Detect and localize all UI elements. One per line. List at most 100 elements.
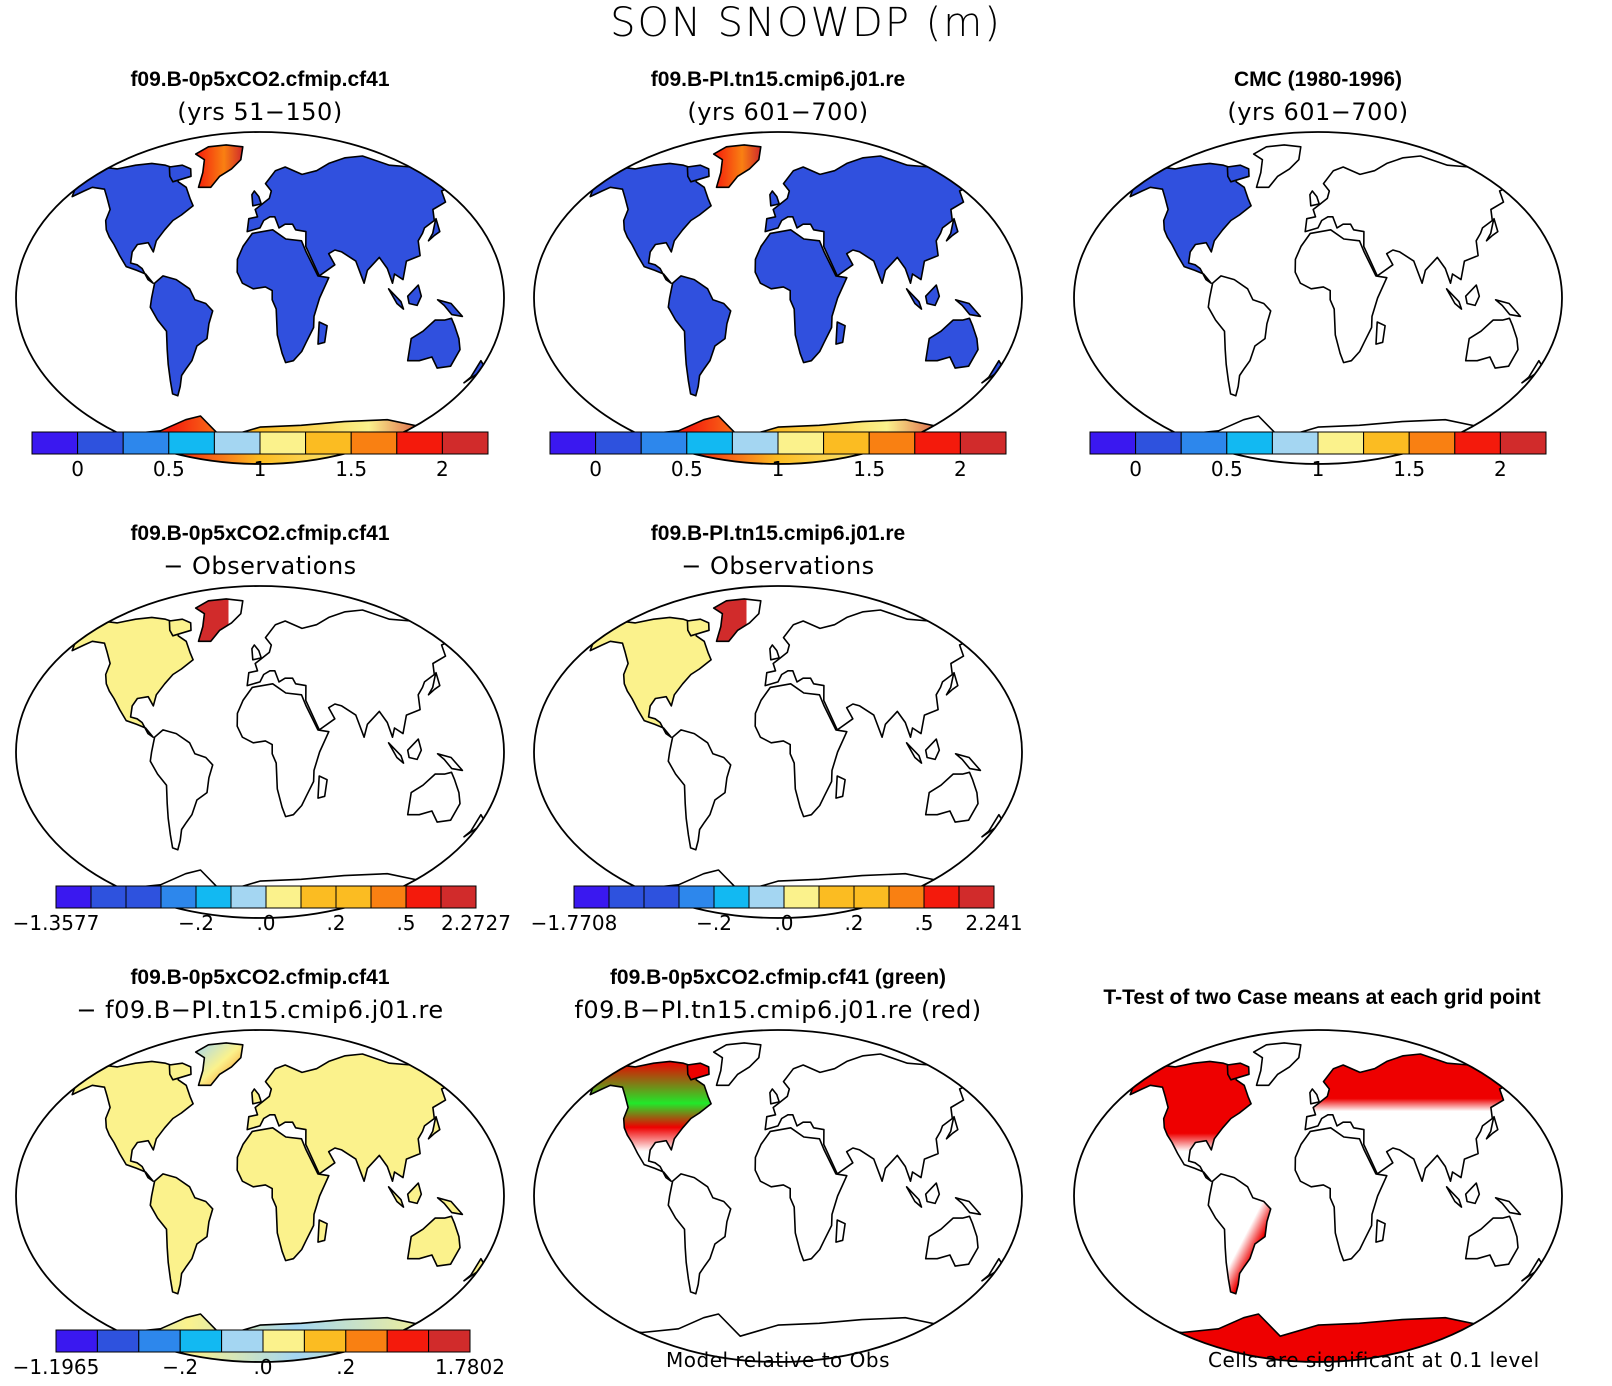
colorbar-swatch (303, 1329, 347, 1353)
colorbar-swatch (345, 1329, 388, 1353)
panel-subtitle: f09.B−PI.tn15.cmip6.j01.re (red) (574, 996, 982, 1024)
continent-uk (769, 1088, 780, 1105)
map-border (15, 585, 505, 919)
continent-sumatra (1445, 288, 1463, 310)
continent-eurasia (764, 1053, 970, 1182)
continent-greenland (194, 144, 244, 189)
continent-eurasia (1304, 1053, 1510, 1182)
colorbar-swatch (1408, 431, 1456, 455)
colorbar-tick-label: −.2 (162, 1355, 198, 1378)
continent-africa (236, 683, 330, 818)
continent-greenland (712, 1042, 762, 1087)
panel-diff-obs-2: f09.B-PI.tn15.cmip6.j01.re − Observation… (528, 522, 1028, 942)
continent-samerica (667, 1173, 732, 1295)
continent-ngu (954, 1197, 982, 1216)
continent-samerica (1207, 275, 1272, 397)
colorbar-swatch (195, 885, 232, 909)
continent-nz (463, 1257, 487, 1282)
continent-eurasia (246, 155, 452, 284)
continent-australia (1464, 317, 1519, 369)
colorbar-swatch (783, 885, 820, 909)
colorbar-swatch (686, 431, 733, 455)
continent-eurasia (764, 155, 970, 284)
continent-greenland (194, 598, 244, 643)
colorbar-tick-label: −.2 (696, 911, 732, 934)
continent-australia (924, 317, 979, 369)
map-border (15, 131, 505, 465)
continent-australia (1464, 1215, 1519, 1267)
map-border (1073, 1029, 1563, 1363)
continent-madagascar (1375, 1219, 1386, 1243)
colorbar-swatch (608, 885, 645, 909)
colorbar-tick-label: 0.5 (1211, 457, 1243, 480)
colorbar-swatch (265, 885, 302, 909)
colorbar-tick-label: 0 (589, 457, 602, 480)
continent-japan (945, 671, 959, 696)
continent-uk (251, 190, 262, 207)
colorbar-tick-label: 2.2727 (441, 911, 511, 934)
colorbar-swatch (595, 431, 642, 455)
continent-samerica (149, 1173, 214, 1295)
continent-japan (1485, 217, 1499, 242)
panel-subtitle: (yrs 51−150) (177, 98, 343, 126)
colorbar: −1.3577 −.2 .0 .2 .5 2.2727 (13, 885, 511, 934)
colorbar-tick-label: 0 (71, 457, 84, 480)
colorbar-swatch (350, 431, 398, 455)
continent-eurasia (246, 1053, 452, 1182)
continent-japan (427, 217, 441, 242)
colorbar-swatch (731, 431, 779, 455)
continent-africa (754, 229, 848, 364)
continent-japan (427, 1115, 441, 1140)
continent-australia (406, 771, 461, 823)
continent-samerica (1207, 1173, 1272, 1295)
panel-diff-case: f09.B-0p5xCO2.cfmip.cf41 − f09.B−PI.tn15… (10, 966, 510, 1386)
colorbar-tick-label: 2 (1494, 457, 1507, 480)
colorbar-tick-label: .5 (914, 911, 933, 934)
continent-borneo (406, 738, 423, 761)
colorbar-tick-label: 1.7802 (435, 1355, 505, 1378)
continent-uk (769, 190, 780, 207)
colorbar: 0 0.5 1 1.5 2 (1089, 431, 1547, 480)
colorbar-tick-label: −1.7708 (531, 911, 618, 934)
continent-australia (406, 1215, 461, 1267)
colorbar-swatch (958, 885, 995, 909)
colorbar-swatch (90, 885, 127, 909)
continent-borneo (924, 738, 941, 761)
colorbar-swatch (1499, 431, 1547, 455)
colorbar-swatch (168, 431, 215, 455)
colorbar-swatch (888, 885, 925, 909)
continent-japan (427, 671, 441, 696)
colorbar-swatch (305, 431, 352, 455)
colorbar-swatch (335, 885, 372, 909)
continent-samerica (667, 275, 732, 397)
continent-baffin (686, 1062, 710, 1081)
colorbar-swatch (386, 1329, 430, 1353)
colorbar-swatch (1317, 431, 1365, 455)
colorbar-tick-label: .2 (844, 911, 863, 934)
continent-ngu (1494, 299, 1522, 318)
continent-uk (251, 1088, 262, 1105)
colorbar-tick-label: 1 (1312, 457, 1325, 480)
colorbar-swatch (160, 885, 197, 909)
continent-japan (945, 217, 959, 242)
colorbar: −1.1965 −.2 .0 .2 1.7802 (13, 1329, 505, 1378)
panel-ttest: T-Test of two Case means at each grid po… (1068, 966, 1568, 1386)
continent-borneo (406, 284, 423, 307)
continent-sumatra (387, 742, 405, 764)
continent-africa (236, 1127, 330, 1262)
colorbar-swatch (549, 431, 597, 455)
colorbar-swatch (1180, 431, 1228, 455)
colorbar-tick-label: 0 (1129, 457, 1142, 480)
continent-greenland (712, 144, 762, 189)
continent-australia (924, 1215, 979, 1267)
colorbar-tick-label: 1.5 (1393, 457, 1425, 480)
colorbar-tick-label: 1 (772, 457, 785, 480)
colorbar-swatch (777, 431, 825, 455)
colorbar-swatch (678, 885, 715, 909)
colorbar-swatch (428, 1329, 471, 1353)
colorbar-swatch (300, 885, 337, 909)
map-border (533, 1029, 1023, 1363)
colorbar-swatch (405, 885, 442, 909)
continent-eurasia (764, 609, 970, 738)
continent-ngu (954, 753, 982, 772)
